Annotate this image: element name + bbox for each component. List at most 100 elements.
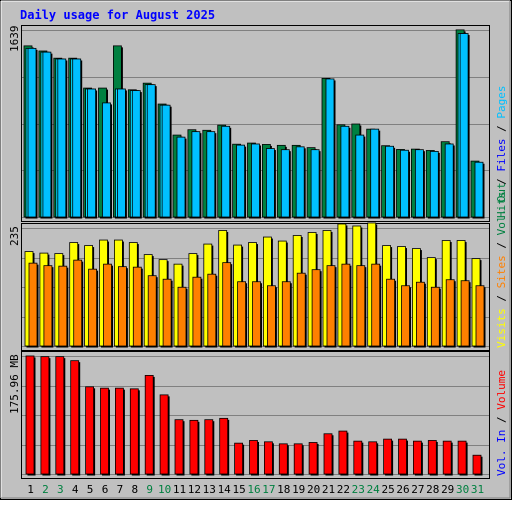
bar-pages-day-24: [370, 128, 380, 218]
bar-pages-day-29: [444, 143, 454, 218]
bar-volume-day-31: [472, 454, 482, 475]
day-label-3: 3: [57, 483, 64, 496]
bar-volume-day-23: [353, 440, 363, 475]
bar-volume-day-15: [234, 442, 244, 475]
legend-volume: Volume: [495, 370, 508, 410]
day-label-9: 9: [146, 483, 153, 496]
day-label-27: 27: [411, 483, 424, 496]
bar-pages-day-30: [459, 33, 469, 218]
bottom-max-label: 175.96 MB: [8, 354, 21, 414]
legend-hits: Hits: [495, 192, 508, 219]
bar-volume-day-4: [70, 360, 80, 475]
top-max-label: 1639: [8, 26, 21, 53]
day-label-19: 19: [292, 483, 305, 496]
bar-sites-day-24: [371, 263, 381, 347]
bar-pages-day-27: [414, 149, 424, 218]
legend-separator: /: [495, 235, 508, 255]
legend-separator: /: [495, 172, 508, 192]
bar-sites-day-20: [311, 269, 321, 347]
bar-pages-day-23: [355, 134, 365, 218]
bar-pages-day-12: [191, 131, 201, 218]
legend-separator: /: [495, 288, 508, 308]
bar-sites-day-2: [43, 265, 53, 347]
day-label-17: 17: [262, 483, 275, 496]
day-label-10: 10: [158, 483, 171, 496]
day-label-23: 23: [352, 483, 365, 496]
bar-pages-day-22: [340, 125, 350, 218]
bar-pages-day-1: [27, 47, 37, 218]
day-label-6: 6: [102, 483, 109, 496]
bar-sites-day-22: [341, 263, 351, 347]
day-label-30: 30: [456, 483, 469, 496]
day-label-22: 22: [337, 483, 350, 496]
bar-sites-day-10: [162, 278, 172, 347]
bar-sites-day-5: [88, 268, 97, 347]
bar-volume-day-28: [427, 440, 437, 475]
bar-pages-day-20: [310, 149, 320, 218]
bar-volume-day-9: [144, 375, 154, 475]
bar-volume-day-26: [398, 438, 407, 475]
bar-volume-day-12: [189, 419, 199, 475]
bar-volume-day-11: [174, 419, 184, 475]
legend-separator: /: [495, 119, 508, 139]
bar-volume-day-3: [55, 356, 65, 475]
bar-volume-day-16: [249, 440, 258, 475]
bar-sites-day-16: [252, 281, 261, 347]
bar-pages-day-19: [295, 146, 305, 218]
bar-volume-day-2: [40, 356, 50, 475]
bar-sites-day-12: [192, 276, 202, 347]
bar-volume-day-10: [159, 394, 169, 475]
day-label-20: 20: [307, 483, 320, 496]
bar-pages-day-5: [87, 88, 96, 218]
bar-sites-day-26: [401, 285, 410, 347]
bar-volume-day-6: [100, 387, 109, 475]
day-label-21: 21: [322, 483, 335, 496]
legend-bottom: Vol. In / Volume: [495, 370, 508, 476]
bar-volume-day-14: [219, 417, 229, 475]
chart-title: Daily usage for August 2025: [20, 8, 215, 22]
day-label-15: 15: [232, 483, 245, 496]
day-label-14: 14: [218, 483, 232, 496]
bar-volume-day-17: [263, 441, 273, 475]
bar-sites-day-23: [356, 265, 366, 347]
day-label-12: 12: [188, 483, 201, 496]
bar-sites-day-31: [475, 285, 485, 347]
bar-pages-day-16: [251, 143, 260, 218]
bar-sites-day-13: [207, 273, 217, 347]
bar-pages-day-15: [236, 144, 246, 218]
day-label-25: 25: [381, 483, 394, 496]
bar-sites-day-27: [415, 281, 425, 347]
day-label-11: 11: [173, 483, 186, 496]
day-label-7: 7: [117, 483, 124, 496]
bar-sites-day-25: [386, 278, 396, 347]
bar-sites-day-19: [296, 272, 306, 347]
day-label-31: 31: [471, 483, 484, 496]
middle-max-label: 235: [8, 226, 21, 246]
bar-sites-day-21: [326, 265, 336, 347]
legend-middle: Visits / Sites / Vol. Out: [495, 182, 508, 348]
bar-volume-day-25: [383, 438, 393, 475]
legend-vol-in: Vol. In: [495, 430, 508, 476]
bar-volume-day-13: [204, 419, 214, 475]
bar-volume-day-8: [129, 388, 139, 475]
bar-pages-day-28: [429, 150, 439, 218]
bar-pages-day-10: [161, 104, 171, 218]
bar-pages-day-18: [280, 149, 290, 218]
bar-sites-day-17: [266, 285, 276, 347]
bar-sites-day-18: [281, 281, 291, 347]
legend-vol-out: Vol. Out: [495, 182, 508, 235]
bar-pages-day-3: [57, 58, 67, 218]
day-label-2: 2: [42, 483, 49, 496]
bar-sites-day-4: [73, 259, 83, 347]
bar-pages-day-8: [131, 90, 141, 218]
bar-volume-day-30: [457, 440, 467, 475]
day-label-28: 28: [426, 483, 439, 496]
bar-sites-day-8: [132, 266, 142, 347]
bar-volume-day-24: [368, 441, 378, 475]
bar-volume-day-18: [278, 443, 288, 475]
bar-sites-day-30: [460, 280, 470, 347]
bar-pages-day-2: [42, 51, 52, 218]
day-label-4: 4: [72, 483, 79, 496]
